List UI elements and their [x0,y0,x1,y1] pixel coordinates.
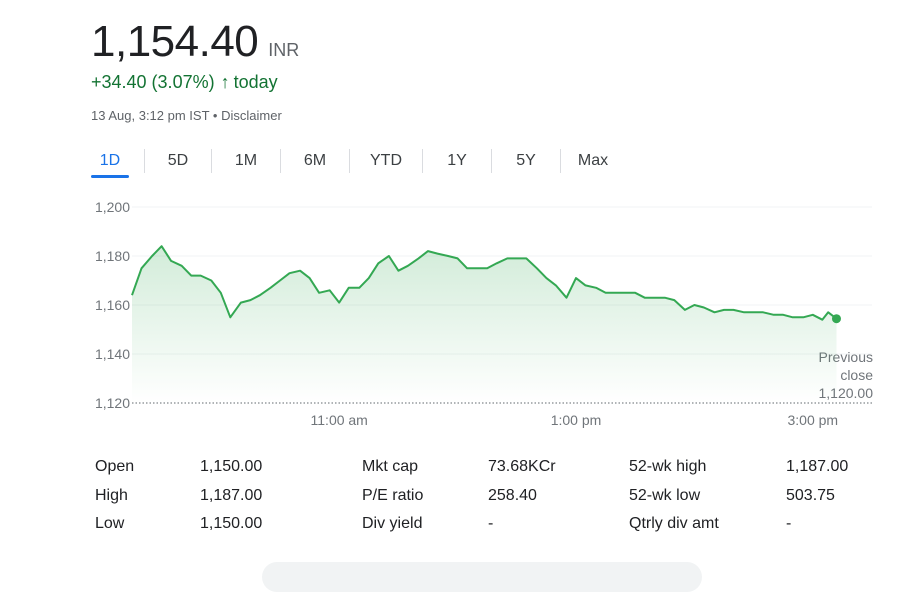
stat-label: P/E ratio [362,487,424,504]
stat-value: - [786,515,792,532]
y-tick-label: 1,160 [95,297,130,313]
price-chart[interactable]: 1,200 1,180 1,160 1,140 1,120 11:00 am 1:00 pm… [0,190,924,440]
x-tick-label: 1:00 pm [551,412,602,428]
tab-1m[interactable]: 1M [234,152,258,169]
tab-divider [560,149,561,173]
stat-label: Open [95,458,135,475]
current-price-dot [831,314,841,324]
y-tick-label: 1,180 [95,248,130,264]
tab-divider [144,149,145,173]
tab-divider [349,149,350,173]
stat-value: 1,150.00 [200,458,263,475]
tab-divider [211,149,212,173]
stat-label: Qtrly div amt [629,515,719,532]
tab-divider [491,149,492,173]
tab-1d[interactable]: 1D [91,146,129,178]
previous-close-label: close [840,367,873,383]
stat-label: Low [95,515,125,532]
stat-value: 1,150.00 [200,515,263,532]
tab-5d[interactable]: 5D [167,152,189,169]
stat-value: 73.68KCr [488,458,556,475]
quote-meta: 13 Aug, 3:12 pm IST • Disclaimer [91,108,282,123]
y-tick-label: 1,200 [95,199,130,215]
price-line [131,245,838,321]
stat-label: 52-wk low [629,487,701,504]
disclaimer-link[interactable]: Disclaimer [221,108,282,123]
tab-divider [280,149,281,173]
price-change: +34.40 (3.07%) ↑ today [91,72,278,93]
stat-value: 1,187.00 [200,487,263,504]
tab-ytd[interactable]: YTD [370,152,402,169]
current-price: 1,154.40 [91,17,259,66]
quote-timestamp: 13 Aug, 3:12 pm IST [91,108,210,123]
change-value: +34.40 (3.07%) [91,72,215,92]
y-tick-label: 1,120 [95,395,130,411]
stat-label: 52-wk high [629,458,707,475]
stat-value: - [488,515,494,532]
tab-6m[interactable]: 6M [303,152,327,169]
change-period: today [233,72,278,92]
tab-1y[interactable]: 1Y [447,152,467,169]
tab-max[interactable]: Max [577,152,609,169]
tab-divider [422,149,423,173]
stat-label: Div yield [362,515,423,532]
x-tick-label: 11:00 am [311,412,368,428]
price-area [132,246,837,403]
tab-5y[interactable]: 5Y [516,152,536,169]
x-tick-label: 3:00 pm [788,412,839,428]
stat-value: 258.40 [488,487,537,504]
currency-code: INR [268,40,300,60]
stat-label: Mkt cap [362,458,419,475]
bottom-pill[interactable] [262,562,702,592]
arrow-up-icon: ↑ [220,72,230,92]
stats-table: Open 1,150.00 Mkt cap 73.68KCr 52-wk high 1,1… [0,452,924,542]
range-tabs: 1D 5D 1M 6M YTD 1Y 5Y Max [91,146,625,178]
stat-value: 503.75 [786,487,835,504]
stat-value: 1,187.00 [786,458,849,475]
y-tick-label: 1,140 [95,346,130,362]
stat-label: High [95,487,128,504]
meta-separator: • [212,108,218,123]
price-header: 1,154.40 INR [91,16,299,68]
